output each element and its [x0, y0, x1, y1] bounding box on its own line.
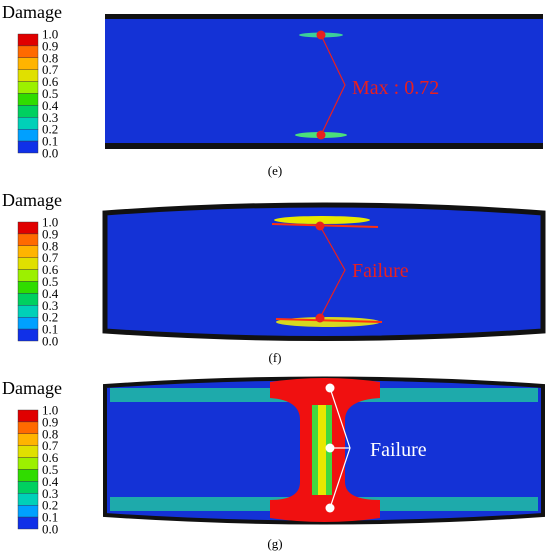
damage-zone [274, 216, 370, 224]
legend-label: 0.3 [42, 486, 58, 501]
leader-line [319, 225, 346, 319]
legend-label: 0.6 [42, 74, 59, 89]
marker [315, 221, 325, 231]
legend-title: Damage [2, 378, 62, 398]
legend-label: 0.5 [42, 462, 58, 477]
damage-zone [271, 223, 379, 228]
legend-band [17, 481, 39, 494]
legend-band [17, 493, 39, 506]
legend-label: 0.2 [42, 310, 58, 325]
legend-label: 0.3 [42, 298, 58, 313]
legend-label: 0.7 [42, 438, 59, 453]
legend-label: 0.4 [42, 98, 59, 113]
legend-band [17, 317, 39, 330]
legend-title: Damage [2, 2, 62, 22]
legend-label: 0.4 [42, 474, 59, 489]
legend-label: 0.5 [42, 274, 58, 289]
legend-label: 0.8 [42, 426, 58, 441]
legend-band [17, 433, 39, 446]
legend-band [17, 45, 39, 59]
legend-label: 0.1 [42, 510, 58, 525]
plate [102, 202, 546, 341]
legend-band [17, 81, 39, 94]
legend-band [17, 469, 39, 482]
legend-label: 0.0 [42, 334, 58, 349]
legend-band [17, 140, 39, 154]
legend-label: 0.4 [42, 286, 59, 301]
marker [316, 130, 326, 140]
plate-edge [105, 143, 543, 149]
legend-label: 1.0 [42, 27, 58, 42]
legend-band [17, 516, 39, 530]
legend-band [17, 117, 39, 130]
leader-line [320, 34, 346, 136]
legend-label: 0.9 [42, 38, 58, 53]
legend-band [17, 505, 39, 518]
marker [315, 313, 325, 323]
marker [316, 30, 326, 40]
legend-label: 0.0 [42, 522, 58, 537]
legend-title: Damage [2, 190, 62, 210]
legend-label: 0.6 [42, 450, 59, 465]
legend-label: 0.5 [42, 86, 58, 101]
marker [325, 383, 335, 393]
legend-label: 0.9 [42, 414, 58, 429]
legend-band [17, 105, 39, 118]
legend-label: 0.6 [42, 262, 59, 277]
legend-label: 0.8 [42, 238, 58, 253]
legend-band [17, 233, 39, 246]
legend-label: 0.3 [42, 110, 58, 125]
legend-band [17, 409, 39, 423]
legend-band [17, 457, 39, 470]
legend-band [17, 445, 39, 458]
legend-label: 0.8 [42, 50, 58, 65]
legend-band [17, 33, 39, 47]
legend-band [17, 221, 39, 235]
marker [325, 443, 335, 453]
caption: (f) [269, 350, 282, 365]
damage-zone [275, 318, 383, 323]
legend-band [17, 245, 39, 258]
legend-band [17, 293, 39, 306]
caption: (g) [267, 536, 282, 551]
annotation: Failure [370, 439, 427, 461]
legend-label: 0.1 [42, 134, 58, 149]
legend-band [17, 128, 39, 142]
annotation: Max : 0.72 [352, 77, 439, 99]
legend-band [17, 305, 39, 318]
plate-edge [105, 14, 543, 19]
legend-label: 0.1 [42, 322, 58, 337]
legend-label: 0.9 [42, 226, 58, 241]
legend-label: 0.7 [42, 62, 59, 77]
legend-band [17, 269, 39, 282]
legend-band [17, 421, 39, 434]
legend-band [17, 281, 39, 294]
marker [325, 503, 335, 513]
legend-label: 0.7 [42, 250, 59, 265]
damage-zone [318, 405, 326, 495]
legend-band [17, 57, 39, 70]
caption: (e) [268, 163, 282, 178]
annotation: Failure [352, 260, 409, 282]
legend-band [17, 257, 39, 270]
legend-label: 0.0 [42, 146, 58, 161]
legend-label: 1.0 [42, 403, 58, 418]
legend-band [17, 69, 39, 82]
legend-label: 0.2 [42, 498, 58, 513]
legend-band [17, 328, 39, 342]
legend-band [17, 93, 39, 106]
legend-label: 0.2 [42, 122, 58, 137]
legend-label: 1.0 [42, 215, 58, 230]
